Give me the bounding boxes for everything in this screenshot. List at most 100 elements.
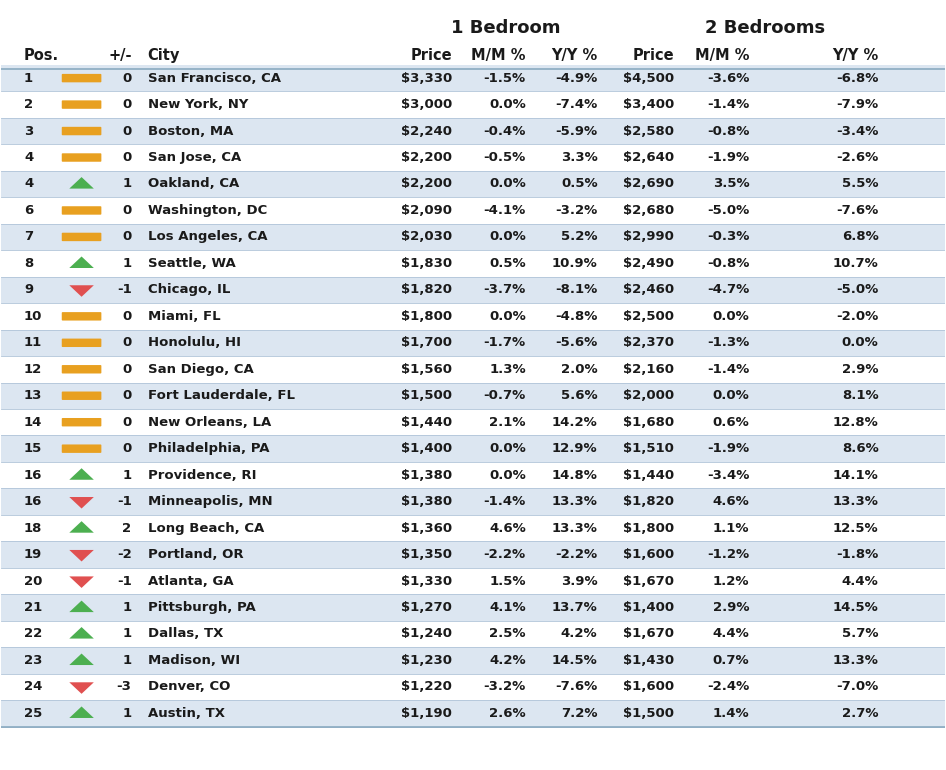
Text: Pittsburgh, PA: Pittsburgh, PA bbox=[148, 601, 255, 614]
Text: 0.5%: 0.5% bbox=[561, 178, 598, 190]
Text: $2,490: $2,490 bbox=[622, 257, 674, 270]
Text: $1,830: $1,830 bbox=[401, 257, 452, 270]
Text: 8.6%: 8.6% bbox=[842, 442, 879, 455]
Text: 0.0%: 0.0% bbox=[489, 469, 526, 482]
Text: Madison, WI: Madison, WI bbox=[148, 654, 239, 667]
Text: 13.3%: 13.3% bbox=[832, 654, 879, 667]
FancyBboxPatch shape bbox=[61, 444, 101, 453]
Text: 10: 10 bbox=[24, 310, 43, 323]
Text: 2: 2 bbox=[24, 98, 33, 111]
FancyBboxPatch shape bbox=[61, 127, 101, 136]
Text: 19: 19 bbox=[24, 548, 43, 561]
Text: $2,240: $2,240 bbox=[401, 125, 452, 138]
Text: -1.9%: -1.9% bbox=[708, 151, 749, 164]
Text: 2.9%: 2.9% bbox=[842, 363, 879, 376]
Text: 15: 15 bbox=[24, 442, 43, 455]
Text: 1: 1 bbox=[122, 654, 131, 667]
Text: $2,460: $2,460 bbox=[622, 283, 674, 296]
Text: $1,600: $1,600 bbox=[622, 548, 674, 561]
Text: $1,600: $1,600 bbox=[622, 681, 674, 694]
Text: Chicago, IL: Chicago, IL bbox=[148, 283, 230, 296]
Polygon shape bbox=[69, 601, 94, 612]
Bar bbox=[1, 171, 945, 197]
Text: $1,800: $1,800 bbox=[401, 310, 452, 323]
FancyBboxPatch shape bbox=[61, 365, 101, 373]
Text: 20: 20 bbox=[24, 574, 43, 588]
Text: $1,800: $1,800 bbox=[622, 521, 674, 534]
Text: -2: -2 bbox=[116, 548, 131, 561]
Text: 25: 25 bbox=[24, 707, 43, 720]
Text: 0.0%: 0.0% bbox=[489, 178, 526, 190]
Text: $2,990: $2,990 bbox=[623, 230, 674, 243]
Text: -1: -1 bbox=[116, 495, 131, 508]
Text: 14.5%: 14.5% bbox=[832, 601, 879, 614]
Bar bbox=[1, 65, 945, 92]
Text: -2.6%: -2.6% bbox=[836, 151, 879, 164]
Text: 0: 0 bbox=[122, 230, 131, 243]
Text: $1,670: $1,670 bbox=[622, 628, 674, 641]
Text: 1: 1 bbox=[122, 257, 131, 270]
Text: 21: 21 bbox=[24, 601, 43, 614]
FancyBboxPatch shape bbox=[61, 100, 101, 109]
Text: -1: -1 bbox=[116, 283, 131, 296]
Text: 4.4%: 4.4% bbox=[842, 574, 879, 588]
Text: -1.7%: -1.7% bbox=[483, 336, 526, 350]
Text: -5.9%: -5.9% bbox=[555, 125, 598, 138]
Text: 13.7%: 13.7% bbox=[552, 601, 598, 614]
Text: 1: 1 bbox=[122, 601, 131, 614]
Text: $1,330: $1,330 bbox=[401, 574, 452, 588]
Text: -1.5%: -1.5% bbox=[483, 72, 526, 85]
Text: $1,670: $1,670 bbox=[622, 574, 674, 588]
Bar bbox=[1, 567, 945, 594]
Text: $1,220: $1,220 bbox=[401, 681, 452, 694]
Text: $2,690: $2,690 bbox=[622, 178, 674, 190]
Text: Providence, RI: Providence, RI bbox=[148, 469, 256, 482]
Text: $1,680: $1,680 bbox=[622, 416, 674, 429]
Text: -1.8%: -1.8% bbox=[836, 548, 879, 561]
Text: 0.0%: 0.0% bbox=[489, 442, 526, 455]
Text: 2.6%: 2.6% bbox=[489, 707, 526, 720]
Text: $1,360: $1,360 bbox=[401, 521, 452, 534]
Text: 0.6%: 0.6% bbox=[712, 416, 749, 429]
Text: $1,700: $1,700 bbox=[401, 336, 452, 350]
Text: 0.7%: 0.7% bbox=[712, 654, 749, 667]
Text: Long Beach, CA: Long Beach, CA bbox=[148, 521, 264, 534]
Polygon shape bbox=[69, 550, 94, 561]
Text: New Orleans, LA: New Orleans, LA bbox=[148, 416, 271, 429]
Text: -3.6%: -3.6% bbox=[707, 72, 749, 85]
Text: $1,500: $1,500 bbox=[622, 707, 674, 720]
Polygon shape bbox=[69, 682, 94, 694]
Text: -3.7%: -3.7% bbox=[483, 283, 526, 296]
Text: 1.1%: 1.1% bbox=[713, 521, 749, 534]
Bar bbox=[1, 409, 945, 436]
Text: 4: 4 bbox=[24, 178, 33, 190]
Text: $2,090: $2,090 bbox=[401, 204, 452, 217]
Bar bbox=[1, 541, 945, 567]
Text: 4.6%: 4.6% bbox=[712, 495, 749, 508]
Text: Oakland, CA: Oakland, CA bbox=[148, 178, 238, 190]
Text: 12.5%: 12.5% bbox=[833, 521, 879, 534]
Text: -0.5%: -0.5% bbox=[483, 151, 526, 164]
Text: 13: 13 bbox=[24, 390, 43, 402]
Bar bbox=[1, 118, 945, 144]
Text: 0.0%: 0.0% bbox=[489, 230, 526, 243]
Polygon shape bbox=[69, 497, 94, 508]
Text: 1.3%: 1.3% bbox=[489, 363, 526, 376]
Text: 9: 9 bbox=[24, 283, 33, 296]
Text: -7.0%: -7.0% bbox=[836, 681, 879, 694]
Text: 0: 0 bbox=[122, 72, 131, 85]
Text: 1: 1 bbox=[122, 178, 131, 190]
Text: Boston, MA: Boston, MA bbox=[148, 125, 233, 138]
Text: 23: 23 bbox=[24, 654, 43, 667]
Text: -2.2%: -2.2% bbox=[483, 548, 526, 561]
FancyBboxPatch shape bbox=[61, 339, 101, 347]
Text: -8.1%: -8.1% bbox=[555, 283, 598, 296]
Text: $1,270: $1,270 bbox=[401, 601, 452, 614]
Text: -1.9%: -1.9% bbox=[708, 442, 749, 455]
Bar bbox=[1, 700, 945, 727]
Text: 22: 22 bbox=[24, 628, 43, 641]
Text: $1,380: $1,380 bbox=[401, 469, 452, 482]
Text: 0: 0 bbox=[122, 336, 131, 350]
Text: +/-: +/- bbox=[108, 48, 131, 62]
Text: -7.9%: -7.9% bbox=[836, 98, 879, 111]
